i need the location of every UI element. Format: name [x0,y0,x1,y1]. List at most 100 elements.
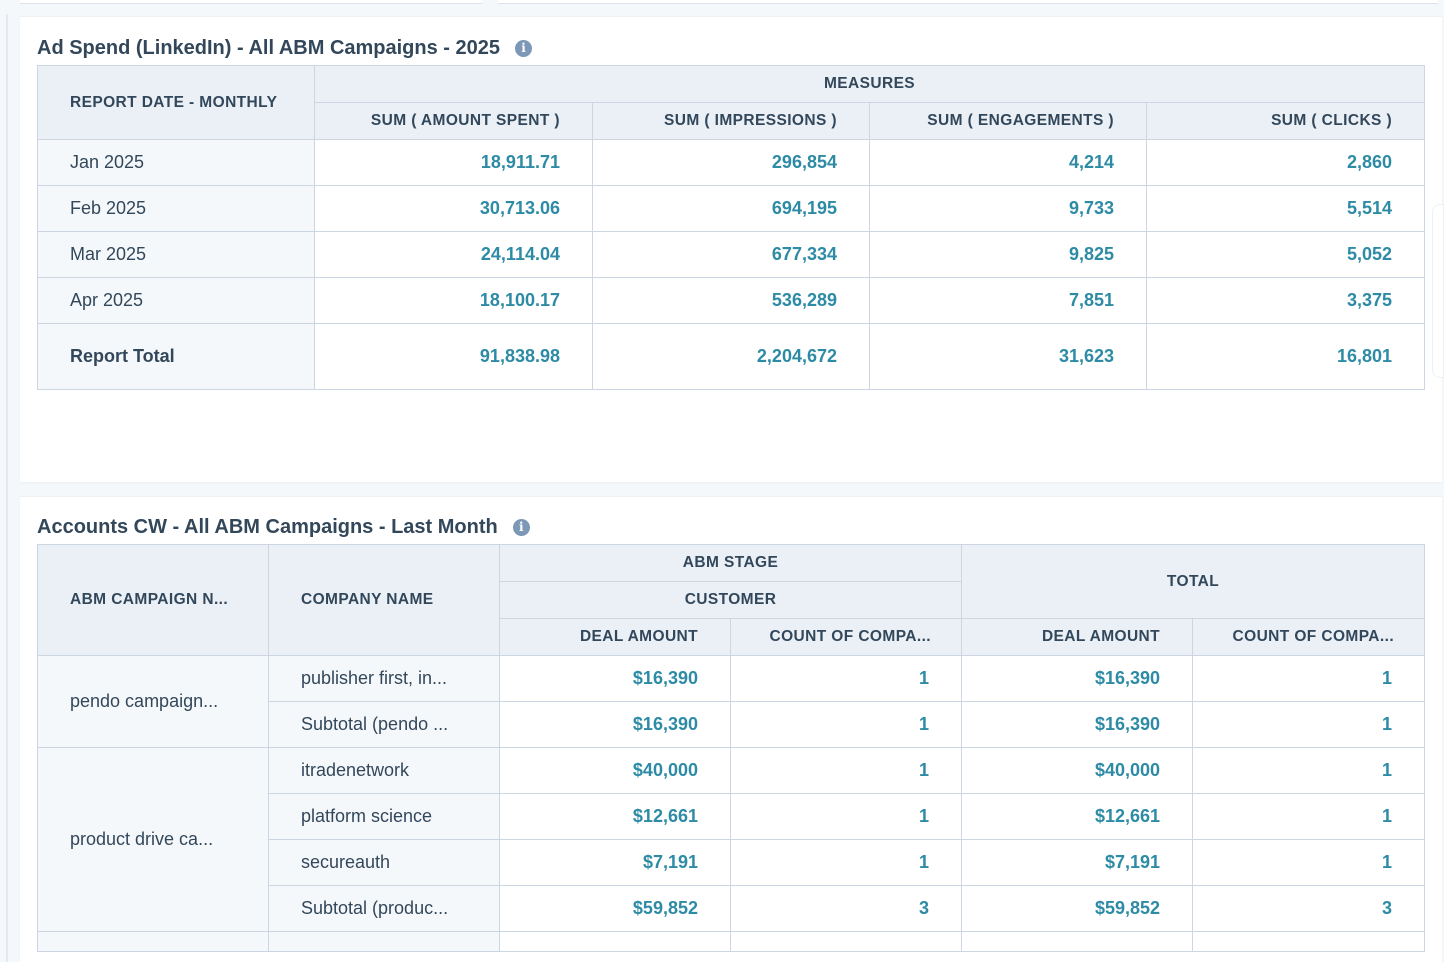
table-row: Feb 2025 30,713.06 694,195 9,733 5,514 [37,185,1426,232]
deal-amount-cell[interactable] [499,931,731,952]
cell-value[interactable]: 3,375 [1145,277,1426,324]
deal-amount-cell[interactable]: $40,000 [499,747,731,794]
total-count-cell[interactable]: 3 [1192,885,1426,932]
previous-card-left [20,0,482,4]
info-icon[interactable]: i [515,40,533,57]
total-value[interactable]: 16,801 [1145,323,1426,390]
company-cell: platform science [268,793,500,840]
campaign-group-label: product drive ca... [37,747,269,932]
subtotal-row: Subtotal (pendo ... $16,390 1 $16,390 1 [38,701,1426,748]
total-deal-cell[interactable]: $16,390 [961,655,1194,702]
cell-value[interactable]: 2,860 [1145,139,1426,186]
cell-value[interactable]: 4,214 [869,139,1147,186]
count-cell[interactable]: 1 [729,747,963,794]
cell-value[interactable]: 536,289 [592,277,870,324]
total-count-cell[interactable]: 1 [1192,839,1426,886]
total-count-cell[interactable]: 1 [1192,747,1426,794]
table-row-partial [37,931,1426,952]
company-cell [268,931,500,952]
header-measures: MEASURES [313,65,1426,103]
deal-amount-cell[interactable]: $59,852 [499,885,731,932]
header-engagements[interactable]: SUM ( ENGAGEMENTS ) [869,102,1147,140]
company-cell: secureauth [268,839,500,886]
company-cell: itradenetwork [268,747,500,794]
info-icon[interactable]: i [512,519,530,536]
count-cell[interactable]: 1 [729,701,963,748]
header-amount-spent[interactable]: SUM ( AMOUNT SPENT ) [314,102,593,140]
total-deal-cell[interactable]: $40,000 [961,747,1194,794]
table-row: Apr 2025 18,100.17 536,289 7,851 3,375 [37,277,1426,324]
deal-amount-cell[interactable]: $16,390 [499,655,731,702]
cell-value[interactable]: 30,713.06 [314,185,593,232]
table-row: pendo campaign... publisher first, in...… [37,655,1426,748]
campaign-group-label [37,931,269,952]
total-value[interactable]: 91,838.98 [314,323,593,390]
total-deal-cell[interactable]: $16,390 [961,701,1194,748]
scroll-panel-edge[interactable] [1432,204,1444,378]
total-count-cell[interactable]: 1 [1192,655,1426,702]
cell-value[interactable]: 18,100.17 [314,277,593,324]
total-deal-cell[interactable]: $7,191 [961,839,1194,886]
total-deal-cell[interactable]: $12,661 [961,793,1194,840]
row-label: Apr 2025 [37,277,315,324]
header-count-companies[interactable]: COUNT OF COMPA... [729,618,963,656]
count-cell[interactable]: 1 [729,655,963,702]
count-cell[interactable]: 1 [729,793,963,840]
cell-value[interactable]: 18,911.71 [314,139,593,186]
header-customer: CUSTOMER [498,581,963,619]
total-label: Report Total [37,323,315,390]
header-total-deal-amount[interactable]: DEAL AMOUNT [961,618,1194,656]
table-row: platform science $12,661 1 $12,661 1 [38,793,1426,840]
row-label: Mar 2025 [37,231,315,278]
header-report-date[interactable]: REPORT DATE - MONTHLY [37,65,315,140]
total-count-cell[interactable] [1192,931,1426,952]
deal-amount-cell[interactable]: $7,191 [499,839,731,886]
cell-value[interactable]: 9,733 [869,185,1147,232]
report-title[interactable]: Accounts CW - All ABM Campaigns - Last M… [37,516,530,539]
cell-value[interactable]: 5,052 [1145,231,1426,278]
cell-value[interactable]: 694,195 [592,185,870,232]
cell-value[interactable]: 9,825 [869,231,1147,278]
previous-cards-bottom [0,0,1444,12]
cell-value[interactable]: 5,514 [1145,185,1426,232]
count-cell[interactable]: 1 [729,839,963,886]
report-title-text: Accounts CW - All ABM Campaigns - Last M… [37,516,498,538]
total-value[interactable]: 31,623 [869,323,1147,390]
header-abm-campaign[interactable]: ABM CAMPAIGN N... [37,544,269,656]
cell-value[interactable]: 677,334 [592,231,870,278]
cell-value[interactable]: 296,854 [592,139,870,186]
report-card-accounts-cw: Accounts CW - All ABM Campaigns - Last M… [20,496,1442,962]
total-count-cell[interactable]: 1 [1192,701,1426,748]
deal-amount-cell[interactable]: $12,661 [499,793,731,840]
total-row: Report Total 91,838.98 2,204,672 31,623 … [37,323,1426,390]
header-company-name[interactable]: COMPANY NAME [268,544,500,656]
count-cell[interactable]: 3 [729,885,963,932]
company-cell: Subtotal (pendo ... [268,701,500,748]
header-deal-amount[interactable]: DEAL AMOUNT [499,618,731,656]
campaign-group-label: pendo campaign... [37,655,269,748]
left-divider [6,14,8,962]
row-label: Feb 2025 [37,185,315,232]
deal-amount-cell[interactable]: $16,390 [499,701,731,748]
header-clicks[interactable]: SUM ( CLICKS ) [1145,102,1426,140]
cell-value[interactable]: 24,114.04 [314,231,593,278]
total-deal-cell[interactable]: $59,852 [961,885,1194,932]
table-row: Jan 2025 18,911.71 296,854 4,214 2,860 [37,139,1426,186]
header-abm-stage: ABM STAGE [498,544,963,582]
header-total: TOTAL [961,544,1426,619]
report-card-ad-spend: Ad Spend (LinkedIn) - All ABM Campaigns … [20,16,1442,482]
header-impressions[interactable]: SUM ( IMPRESSIONS ) [592,102,870,140]
company-cell: Subtotal (produc... [268,885,500,932]
cell-value[interactable]: 7,851 [869,277,1147,324]
table-row: product drive ca... itradenetwork $40,00… [37,747,1426,932]
accounts-cw-table: ABM CAMPAIGN N... COMPANY NAME ABM STAGE… [37,544,1426,952]
report-title[interactable]: Ad Spend (LinkedIn) - All ABM Campaigns … [37,37,533,60]
count-cell[interactable] [729,931,963,952]
previous-card-right [498,0,1438,4]
total-count-cell[interactable]: 1 [1192,793,1426,840]
total-value[interactable]: 2,204,672 [592,323,870,390]
report-title-text: Ad Spend (LinkedIn) - All ABM Campaigns … [37,37,501,59]
ad-spend-table: REPORT DATE - MONTHLY MEASURES SUM ( AMO… [37,65,1426,390]
header-total-count-companies[interactable]: COUNT OF COMPA... [1192,618,1426,656]
total-deal-cell[interactable] [961,931,1194,952]
